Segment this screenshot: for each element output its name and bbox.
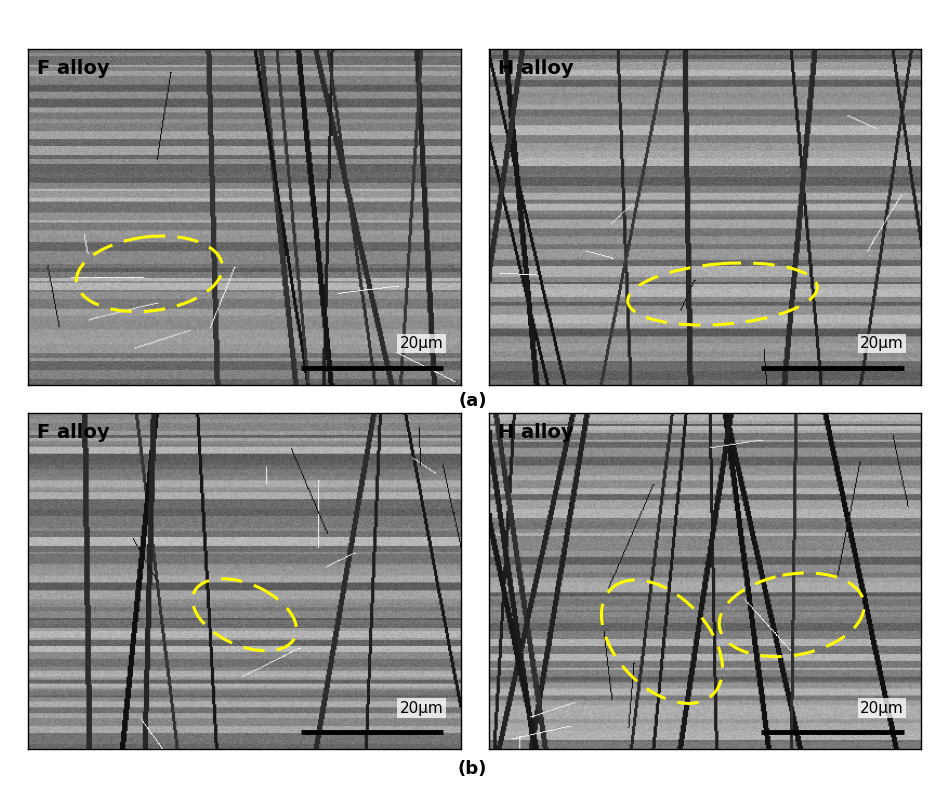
Text: (a): (a): [458, 392, 486, 410]
Text: 20μm: 20μm: [399, 701, 443, 716]
Text: H alloy: H alloy: [497, 423, 573, 442]
Text: 20μm: 20μm: [859, 701, 903, 716]
Text: 20μm: 20μm: [399, 336, 443, 352]
Text: H alloy: H alloy: [497, 58, 573, 78]
Text: (b): (b): [457, 761, 487, 778]
Text: F alloy: F alloy: [37, 423, 110, 442]
Text: F alloy: F alloy: [37, 58, 110, 78]
Text: 20μm: 20μm: [859, 336, 903, 352]
